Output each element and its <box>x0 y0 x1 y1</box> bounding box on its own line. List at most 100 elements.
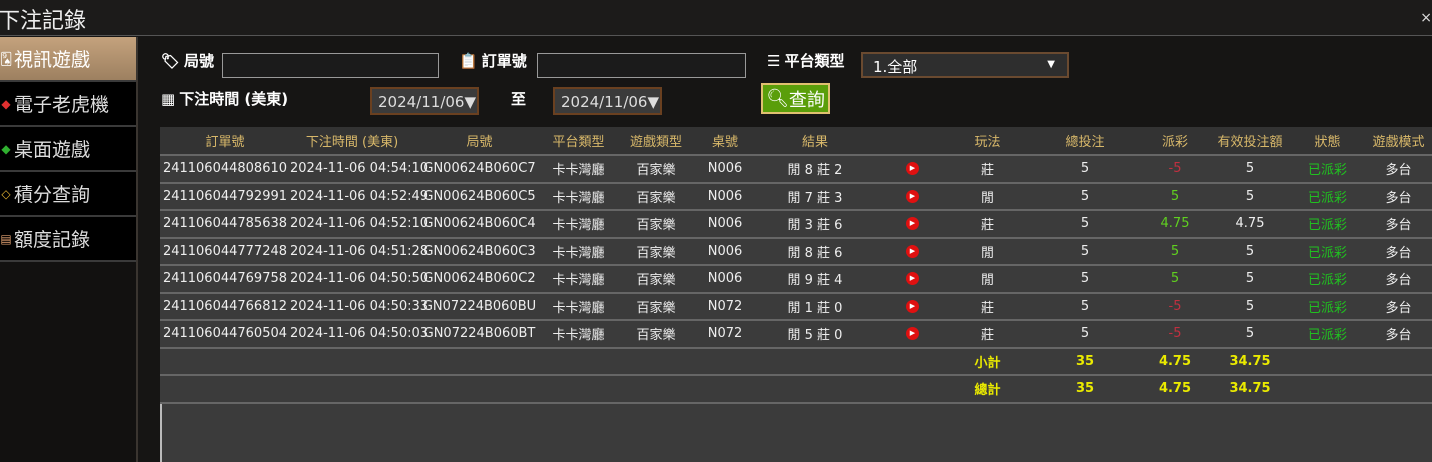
subtotal-row: 小計 35 4.75 34.75 <box>160 347 1432 376</box>
table-cell: 卡卡灣廳 <box>545 210 612 239</box>
column-header: 有效投注額 <box>1210 127 1290 156</box>
table-cell: N006 <box>700 210 750 239</box>
play-replay-button[interactable]: ▶ <box>880 265 945 294</box>
window-title: 下注記錄 <box>0 9 87 34</box>
table-cell: 241106044777248 <box>160 237 290 266</box>
calendar-icon: ▦ <box>161 89 176 108</box>
table-cell: 閒 8 莊 6 <box>750 237 880 266</box>
round-label-text: 局號 <box>184 52 215 70</box>
play-icon: ▶ <box>906 244 919 258</box>
play-replay-button[interactable]: ▶ <box>880 210 945 239</box>
table-cell: N006 <box>700 182 750 211</box>
table-row: 241106044760504 2024-11-06 04:50:03 GN0722… <box>160 320 1432 349</box>
table-cell: GN00624B060C3 <box>414 237 545 266</box>
order-input[interactable] <box>537 53 746 78</box>
table-cell: GN00624B060C7 <box>414 155 545 184</box>
table-cell: 5 <box>1210 265 1290 294</box>
table-cell: N072 <box>700 292 750 321</box>
title-bar: 下注記錄 × <box>0 0 1432 36</box>
table-cell: 5 <box>1210 155 1290 184</box>
sidebar-item-label: 桌面遊戲 <box>14 139 91 161</box>
bet-time-label-text: 下注時間 (美東) <box>179 90 289 108</box>
platform-select[interactable]: 1.全部 ▼ <box>861 52 1069 78</box>
table-cell: 卡卡灣廳 <box>545 292 612 321</box>
empty-cell <box>700 375 750 404</box>
sidebar-item-table-games[interactable]: ◆ 桌面遊戲 <box>0 127 136 172</box>
close-button[interactable]: × <box>1420 10 1432 26</box>
empty-cell <box>750 347 880 376</box>
document-icon: ▤ <box>0 231 12 246</box>
clipboard-icon: 📋 <box>459 51 478 70</box>
date-to-picker[interactable]: 2024/11/06▼ <box>553 87 662 115</box>
play-replay-button[interactable]: ▶ <box>880 182 945 211</box>
query-button[interactable]: 🔍︎ 查詢 <box>761 83 830 114</box>
table-cell: 241106044766812 <box>160 292 290 321</box>
sidebar-item-slots[interactable]: ◆ 電子老虎機 <box>0 82 136 127</box>
table-cell: 卡卡灣廳 <box>545 265 612 294</box>
sidebar-item-points[interactable]: ◇ 積分查詢 <box>0 172 136 217</box>
table-cell: 241106044792991 <box>160 182 290 211</box>
table-cell: 5 <box>1030 320 1140 349</box>
table-cell: 241106044785638 <box>160 210 290 239</box>
subtotal-payout: 4.75 <box>1140 347 1210 376</box>
subtotal-valid_bet: 34.75 <box>1210 347 1290 376</box>
table-cell: 已派彩 <box>1290 210 1365 239</box>
empty-cell <box>1365 375 1432 404</box>
play-replay-button[interactable]: ▶ <box>880 292 945 321</box>
empty-cell <box>1290 347 1365 376</box>
column-header: 局號 <box>414 127 545 156</box>
table-cell: 莊 <box>945 320 1030 349</box>
table-cell: 5 <box>1030 182 1140 211</box>
table-cell: N072 <box>700 320 750 349</box>
play-icon: ▶ <box>906 217 919 231</box>
platform-value: 1.全部 <box>873 58 918 76</box>
column-header: 狀態 <box>1290 127 1365 156</box>
empty-cell <box>880 347 945 376</box>
table-cell: 閒 8 莊 2 <box>750 155 880 184</box>
subtotal-label: 小計 <box>945 347 1030 376</box>
empty-cell <box>1365 347 1432 376</box>
table-cell: 2024-11-06 04:50:03 <box>290 320 428 349</box>
empty-cell <box>160 375 290 404</box>
empty-cell <box>880 375 945 404</box>
empty-cell <box>700 347 750 376</box>
table-cell: 卡卡灣廳 <box>545 155 612 184</box>
play-replay-button[interactable]: ▶ <box>880 237 945 266</box>
play-replay-button[interactable]: ▶ <box>880 320 945 349</box>
table-cell: GN00624B060C2 <box>414 265 545 294</box>
table-cell: 閒 <box>945 237 1030 266</box>
diamond-icon: ◆ <box>1 141 11 156</box>
points-icon: ◇ <box>1 186 11 201</box>
column-header: 下注時間 (美東) <box>290 127 414 156</box>
table-cell: 閒 5 莊 0 <box>750 320 880 349</box>
platform-label-text: 平台類型 <box>784 52 845 70</box>
table-cell: 多台 <box>1365 210 1432 239</box>
play-replay-button[interactable]: ▶ <box>880 155 945 184</box>
table-cell: 2024-11-06 04:52:10 <box>290 210 428 239</box>
empty-cell <box>545 347 612 376</box>
table-cell: GN07224B060BT <box>414 320 545 349</box>
table-cell: 閒 1 莊 0 <box>750 292 880 321</box>
table-cell: 5 <box>1210 320 1290 349</box>
table-cell: 241106044769758 <box>160 265 290 294</box>
column-header: 總投注 <box>1030 127 1140 156</box>
table-cell: 多台 <box>1365 155 1432 184</box>
sidebar-item-credit-records[interactable]: ▤ 額度記錄 <box>0 217 136 262</box>
sidebar-item-video-games[interactable]: 🂩 視訊遊戲 <box>0 37 136 82</box>
table-cell: 5 <box>1210 237 1290 266</box>
table-cell: 閒 <box>945 182 1030 211</box>
date-from-picker[interactable]: 2024/11/06▼ <box>370 87 479 115</box>
empty-cell <box>750 375 880 404</box>
play-icon: ▶ <box>906 299 919 313</box>
column-header: 平台類型 <box>545 127 612 156</box>
table-cell: N006 <box>700 155 750 184</box>
grandtotal-valid_bet: 34.75 <box>1210 375 1290 404</box>
round-input[interactable] <box>222 53 439 78</box>
table-cell: 閒 3 莊 6 <box>750 210 880 239</box>
to-label: 至 <box>511 90 527 108</box>
empty-cell <box>545 375 612 404</box>
table-cell: 已派彩 <box>1290 320 1365 349</box>
sidebar-item-label: 額度記錄 <box>14 229 91 251</box>
card-icon: 🂩 <box>0 51 13 66</box>
column-header: 遊戲模式 <box>1365 127 1432 156</box>
